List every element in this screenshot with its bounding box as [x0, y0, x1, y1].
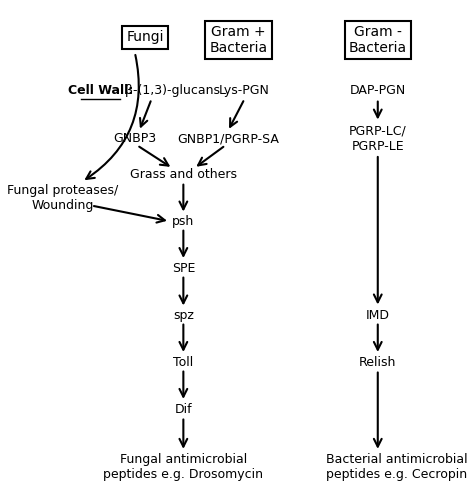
- Text: Bacterial antimicrobial
peptides e.g. Cecropin: Bacterial antimicrobial peptides e.g. Ce…: [325, 452, 466, 480]
- Text: IMD: IMD: [365, 309, 389, 322]
- Text: GNBP1/PGRP-SA: GNBP1/PGRP-SA: [177, 132, 278, 145]
- Text: Toll: Toll: [173, 356, 193, 368]
- Text: Fungi: Fungi: [126, 30, 164, 44]
- Text: Gram -
Bacteria: Gram - Bacteria: [348, 25, 406, 55]
- Text: Grass and others: Grass and others: [129, 168, 237, 181]
- Text: Lys-PGN: Lys-PGN: [219, 84, 269, 98]
- Text: PGRP-LC/
PGRP-LE: PGRP-LC/ PGRP-LE: [348, 124, 406, 153]
- Text: Fungal antimicrobial
peptides e.g. Drosomycin: Fungal antimicrobial peptides e.g. Droso…: [103, 452, 263, 480]
- Text: SPE: SPE: [171, 262, 195, 275]
- Text: β-(1,3)-glucans: β-(1,3)-glucans: [120, 84, 219, 98]
- Text: spz: spz: [173, 309, 193, 322]
- Text: psh: psh: [172, 215, 194, 228]
- Text: Cell Wall:: Cell Wall:: [68, 84, 133, 98]
- Text: Gram +
Bacteria: Gram + Bacteria: [209, 25, 267, 55]
- Text: Fungal proteases/
Wounding: Fungal proteases/ Wounding: [7, 184, 118, 212]
- Text: Dif: Dif: [174, 402, 192, 415]
- Text: Relish: Relish: [358, 356, 396, 368]
- Text: DAP-PGN: DAP-PGN: [349, 84, 405, 98]
- Text: GNBP3: GNBP3: [113, 132, 156, 145]
